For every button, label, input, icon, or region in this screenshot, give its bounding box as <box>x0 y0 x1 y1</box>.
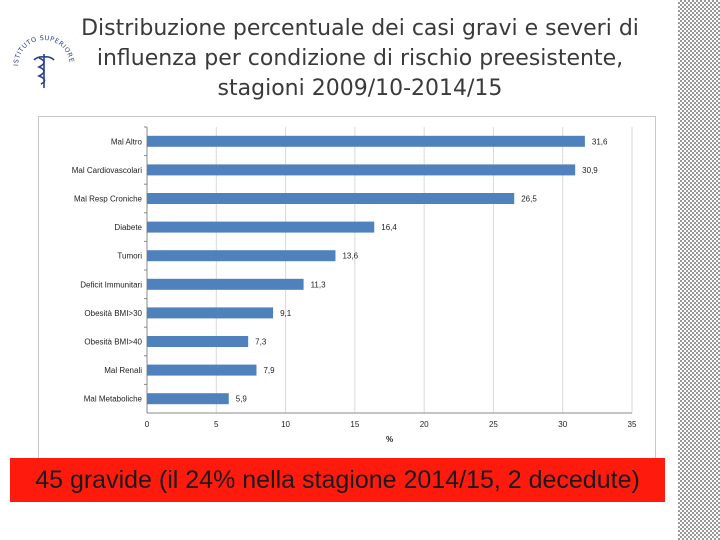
title-line: Distribuzione percentuale dei casi gravi… <box>81 16 639 41</box>
bar <box>147 135 585 147</box>
category-label: Obesità BMI>30 <box>84 309 142 318</box>
title-line: stagioni 2009/10-2014/15 <box>217 76 503 101</box>
bar <box>147 364 257 376</box>
title-line: influenza per condizione di rischio pree… <box>96 46 624 71</box>
category-label: Diabete <box>114 223 142 232</box>
highlight-banner: 45 gravide (il 24% nella stagione 2014/1… <box>10 458 665 502</box>
bar-chart: 0 5 10 15 20 25 30 35 Mal Altro 31,6 Mal Cardiovas… <box>72 126 637 444</box>
bar <box>147 193 515 204</box>
chart-frame: 0 5 10 15 20 25 30 35 Mal Altro 31,6 Mal Cardiovas… <box>38 116 656 460</box>
banner-text: 45 gravide (il 24% nella stagione 2014/1… <box>35 465 640 494</box>
value-label: 13,6 <box>342 252 358 261</box>
iss-logo: ISTITUTO SUPERIORE DI SANITÀ <box>8 30 76 88</box>
logo-text: ISTITUTO SUPERIORE DI SANITÀ <box>8 30 76 66</box>
category-label: Obesità BMI>40 <box>84 338 142 347</box>
x-tick-label: 15 <box>350 420 359 429</box>
bar <box>147 221 375 233</box>
value-label: 16,4 <box>381 223 397 232</box>
x-axis-title: % <box>386 435 393 444</box>
bar <box>147 336 249 347</box>
x-tick-label: 25 <box>489 420 498 429</box>
category-label: Tumori <box>117 252 142 261</box>
decorative-pattern-strip <box>678 0 720 540</box>
value-label: 30,9 <box>582 166 598 175</box>
x-tick-label: 10 <box>281 420 290 429</box>
slide-title: Distribuzione percentuale dei casi gravi… <box>70 14 650 104</box>
category-label: Mal Resp Croniche <box>74 195 143 204</box>
bar <box>147 250 336 262</box>
value-label: 9,1 <box>280 309 292 318</box>
bar <box>147 393 229 405</box>
bar <box>147 307 274 319</box>
bar <box>147 278 304 290</box>
value-label: 11,3 <box>311 280 327 289</box>
category-label: Mal Metaboliche <box>84 395 143 404</box>
x-tick-label: 0 <box>145 420 150 429</box>
bar <box>147 164 576 176</box>
value-label: 26,5 <box>521 195 537 204</box>
x-tick-label: 30 <box>558 420 567 429</box>
value-label: 7,3 <box>255 338 267 347</box>
value-label: 5,9 <box>236 395 248 404</box>
category-label: Deficit Immunitari <box>80 280 142 289</box>
category-label: Mal Renali <box>104 366 142 375</box>
x-tick-label: 35 <box>628 420 637 429</box>
x-tick-label: 20 <box>420 420 429 429</box>
svg-text:ISTITUTO SUPERIORE DI SANITÀ: ISTITUTO SUPERIORE DI SANITÀ <box>8 30 76 66</box>
category-label: Mal Altro <box>111 137 143 146</box>
value-label: 31,6 <box>592 137 608 146</box>
x-tick-label: 5 <box>214 420 219 429</box>
category-label: Mal Cardiovascolari <box>72 166 142 175</box>
value-label: 7,9 <box>263 366 275 375</box>
